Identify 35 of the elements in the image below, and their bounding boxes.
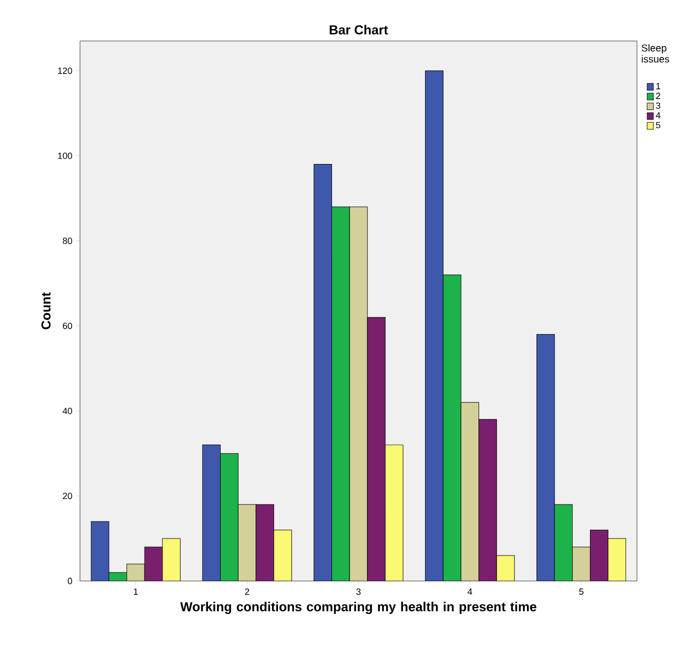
bar bbox=[256, 504, 274, 581]
y-tick-label: 20 bbox=[62, 492, 72, 500]
y-axis-title: Count bbox=[41, 292, 51, 330]
x-tick-label: 3 bbox=[356, 588, 361, 595]
chart-title: Bar Chart bbox=[330, 24, 388, 34]
x-tick-label: 1 bbox=[134, 588, 138, 595]
x-axis-title: Working conditions comparing my health in present time bbox=[180, 602, 536, 614]
bar bbox=[126, 564, 145, 581]
y-tick-label: 0 bbox=[68, 578, 72, 584]
bar bbox=[238, 504, 256, 581]
x-tick-label: 5 bbox=[579, 588, 584, 595]
y-tick-label: 80 bbox=[62, 238, 72, 244]
y-tick-label: 100 bbox=[58, 152, 72, 159]
bar bbox=[367, 317, 386, 581]
legend-label: 2 bbox=[656, 92, 660, 99]
bar bbox=[349, 206, 368, 581]
bar bbox=[590, 530, 608, 581]
legend-label: 5 bbox=[656, 122, 660, 128]
legend-title: Sleep issues bbox=[642, 44, 670, 63]
bar bbox=[554, 504, 573, 581]
x-tick-label: 4 bbox=[468, 588, 472, 595]
bar bbox=[442, 274, 462, 581]
bar bbox=[220, 453, 238, 581]
y-tick-label: 120 bbox=[58, 68, 72, 74]
legend-label: 1 bbox=[656, 82, 660, 90]
legend-label: 4 bbox=[656, 112, 660, 118]
y-tick-label: 40 bbox=[62, 408, 72, 414]
bar bbox=[460, 402, 480, 581]
bar bbox=[144, 546, 163, 581]
bar bbox=[332, 206, 350, 581]
bar bbox=[478, 419, 497, 581]
x-tick-label: 2 bbox=[245, 588, 250, 595]
bar bbox=[572, 546, 590, 581]
legend-label: 3 bbox=[656, 102, 660, 109]
y-tick-label: 60 bbox=[62, 322, 72, 330]
